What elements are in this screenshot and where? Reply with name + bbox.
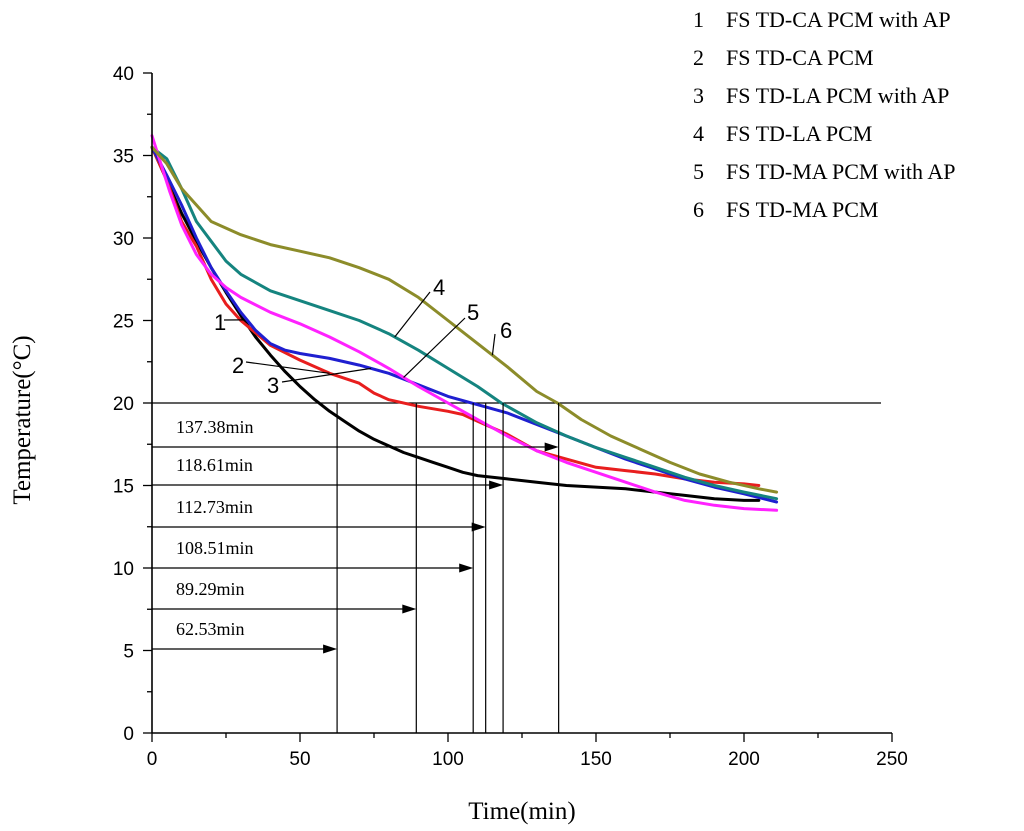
series-line-6 (150, 145, 779, 494)
x-tick-label: 50 (289, 749, 310, 770)
y-tick-label: 30 (113, 229, 134, 250)
x-axis-title: Time(min) (468, 798, 575, 825)
legend-number: 6 (693, 197, 704, 222)
curve-label: 6 (500, 318, 512, 343)
legend: 1 FS TD-CA PCM with AP 2 FS TD-CA PCM 3 FS TD… (693, 7, 955, 222)
legend-label: FS TD-LA PCM with AP (726, 83, 949, 108)
time-arrow-head (489, 480, 504, 490)
curve-label: 1 (214, 310, 226, 335)
time-annotation-label: 62.53min (176, 619, 245, 639)
time-annotations: 137.38min 118.61min 112.73min 108.51min 89.2… (152, 403, 560, 733)
curve-label: 4 (433, 275, 445, 300)
series-line-5 (150, 134, 779, 512)
legend-number: 1 (693, 7, 704, 32)
time-annotation-label: 108.51min (176, 538, 254, 558)
time-annotation-label: 89.29min (176, 579, 245, 599)
legend-number: 4 (693, 121, 704, 146)
legend-label: FS TD-LA PCM (726, 121, 872, 146)
series-line-4 (150, 145, 779, 501)
y-tick-label: 5 (123, 642, 134, 663)
curve-label: 3 (267, 373, 279, 398)
time-annotation-label: 112.73min (176, 497, 253, 517)
time-annotation-label: 118.61min (176, 455, 253, 475)
legend-number: 5 (693, 159, 704, 184)
y-tick-label: 40 (113, 64, 134, 85)
series-line-2 (150, 145, 761, 487)
y-axis-title: Temperature(°C) (9, 335, 36, 504)
time-arrow-head (323, 644, 338, 654)
x-tick-label: 100 (432, 749, 464, 770)
time-arrow-head (544, 442, 559, 452)
legend-label: FS TD-CA PCM (726, 45, 874, 70)
y-tick-label: 20 (113, 394, 134, 415)
y-tick-label: 35 (113, 147, 134, 168)
curve-leader-line (281, 367, 372, 383)
legend-label: FS TD-CA PCM with AP (726, 7, 951, 32)
legend-number: 2 (693, 45, 704, 70)
time-annotation-label: 137.38min (176, 417, 254, 437)
y-tick-label: 0 (123, 724, 134, 745)
y-tick-label: 10 (113, 559, 134, 580)
time-arrow-head (402, 604, 417, 614)
curve-label: 2 (232, 353, 244, 378)
time-arrow-head (471, 522, 486, 532)
curve-leader-line (403, 317, 466, 378)
curve-leader-line (491, 333, 496, 356)
time-arrow-head (459, 563, 474, 573)
curve-label: 5 (467, 300, 479, 325)
y-tick-label: 15 (113, 477, 134, 498)
series-line-3 (150, 145, 779, 504)
x-tick-label: 250 (876, 749, 908, 770)
series-layer (150, 134, 779, 512)
x-tick-label: 200 (728, 749, 760, 770)
curve-leader-line (245, 361, 330, 374)
x-tick-label: 150 (580, 749, 612, 770)
x-tick-label: 0 (147, 749, 158, 770)
y-tick-label: 25 (113, 312, 134, 333)
legend-label: FS TD-MA PCM (726, 197, 878, 222)
curve-labels: 123 456 (214, 275, 512, 398)
curve-leader-line (394, 291, 431, 338)
legend-number: 3 (693, 83, 704, 108)
legend-label: FS TD-MA PCM with AP (726, 159, 955, 184)
